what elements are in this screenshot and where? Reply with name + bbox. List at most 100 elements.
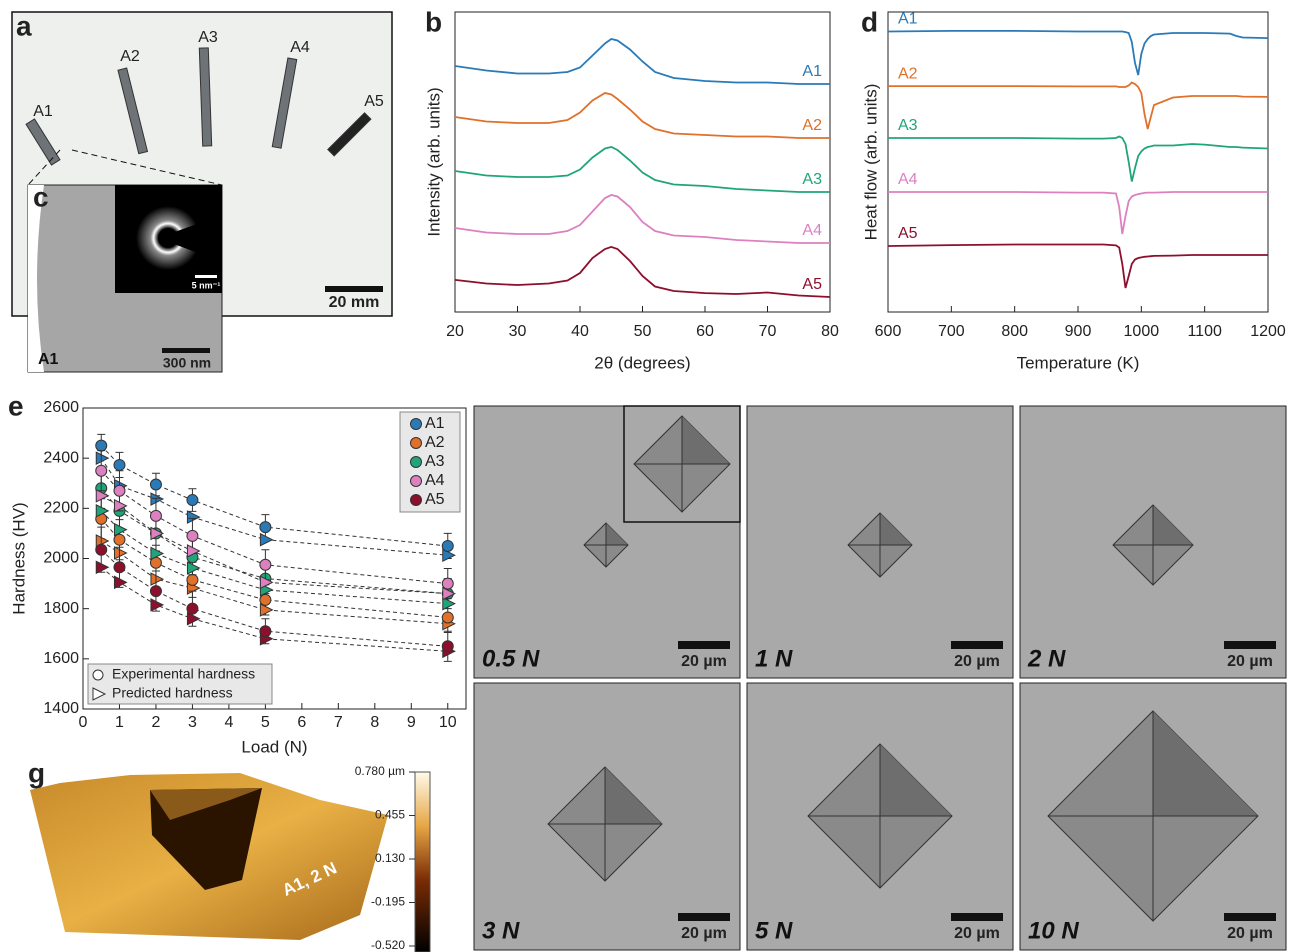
scale-bar: [678, 913, 730, 921]
series-line: [888, 31, 1268, 75]
sample-label: A2: [120, 48, 140, 65]
series-label: A1: [802, 63, 822, 80]
scale-bar-label: 300 nm: [163, 355, 211, 371]
legend-marker: [411, 438, 422, 449]
x-tick-label: 60: [696, 323, 714, 340]
scale-bar: [1224, 913, 1276, 921]
scale-bar-label: 20 µm: [1227, 653, 1273, 670]
x-axis-label: Load (N): [241, 737, 307, 756]
legend-marker: [93, 670, 103, 680]
series-label: A2: [802, 117, 822, 134]
experimental-point: [150, 479, 161, 490]
y-tick-label: 1400: [43, 700, 79, 717]
x-tick-label: 1200: [1250, 323, 1286, 340]
panel-label: d: [861, 6, 878, 37]
scale-bar: [325, 286, 383, 292]
series-line: [888, 245, 1268, 289]
series-line: [888, 192, 1268, 234]
sample-label: A5: [364, 93, 384, 110]
colorbar-label: 0.780 µm: [355, 764, 405, 778]
series-label: A3: [802, 171, 822, 188]
experimental-point: [187, 495, 198, 506]
legend-marker: [411, 457, 422, 468]
scale-bar-label: 20 mm: [329, 294, 380, 311]
colorbar-label: -0.195: [371, 895, 405, 909]
legend-label: Predicted hardness: [112, 685, 233, 701]
experimental-point: [150, 510, 161, 521]
x-tick-label: 600: [875, 323, 902, 340]
y-axis-label: Heat flow (arb. units): [861, 84, 880, 241]
load-label: 0.5 N: [482, 645, 540, 672]
x-tick-label: 70: [759, 323, 777, 340]
panel-label: b: [425, 6, 442, 37]
legend-label: A1: [425, 415, 445, 432]
sample-label: A3: [198, 29, 218, 46]
x-tick-label: 2: [151, 714, 160, 731]
experimental-point: [442, 578, 453, 589]
experimental-point: [114, 485, 125, 496]
panel-label: g: [28, 757, 45, 788]
legend-label: Experimental hardness: [112, 666, 255, 682]
colorbar-label: -0.520: [371, 938, 405, 952]
experimental-point: [114, 562, 125, 573]
sample-label: A1: [33, 103, 53, 120]
experimental-point: [150, 586, 161, 597]
predicted-point: [114, 576, 126, 588]
x-tick-label: 40: [571, 323, 589, 340]
series-label: A5: [802, 276, 822, 293]
legend-label: A2: [425, 434, 445, 451]
legend-label: A5: [425, 491, 445, 508]
x-tick-label: 700: [938, 323, 965, 340]
series-label: A1: [898, 11, 918, 28]
x-tick-label: 5: [261, 714, 270, 731]
series-label: A5: [898, 225, 918, 242]
y-tick-label: 2600: [43, 399, 79, 416]
load-label: 1 N: [755, 645, 793, 672]
experimental-point: [96, 544, 107, 555]
x-tick-label: 4: [224, 714, 233, 731]
y-tick-label: 1600: [43, 650, 79, 667]
x-tick-label: 1000: [1124, 323, 1160, 340]
experimental-point: [260, 522, 271, 533]
experimental-point: [442, 641, 453, 652]
predicted-point: [96, 452, 108, 464]
colorbar: [415, 772, 430, 952]
legend-label: A3: [425, 453, 445, 470]
series-line: [888, 83, 1268, 130]
series-line: [455, 93, 830, 138]
load-label: 3 N: [482, 917, 520, 944]
scale-bar: [951, 641, 1003, 649]
load-label: 10 N: [1028, 917, 1079, 944]
series-line: [888, 137, 1268, 182]
x-tick-label: 6: [297, 714, 306, 731]
series-label: A3: [898, 117, 918, 134]
scale-bar: [162, 348, 210, 353]
scale-bar: [951, 913, 1003, 921]
experimental-point: [187, 574, 198, 585]
x-tick-label: 800: [1001, 323, 1028, 340]
panel-label: a: [16, 10, 32, 41]
x-tick-label: 3: [188, 714, 197, 731]
y-tick-label: 2400: [43, 449, 79, 466]
series-line: [455, 247, 830, 297]
predicted-point: [187, 511, 199, 523]
experimental-point: [96, 440, 107, 451]
experimental-point: [96, 465, 107, 476]
x-tick-label: 50: [634, 323, 652, 340]
predicted-point: [187, 562, 199, 574]
predicted-point: [151, 599, 163, 611]
experimental-point: [114, 534, 125, 545]
x-tick-label: 30: [509, 323, 527, 340]
x-tick-label: 10: [439, 714, 457, 731]
experimental-point: [442, 540, 453, 551]
x-tick-label: 1: [115, 714, 124, 731]
scale-bar-label: 20 µm: [954, 653, 1000, 670]
series-line: [455, 195, 830, 243]
y-tick-label: 2200: [43, 500, 79, 517]
scale-bar: [1224, 641, 1276, 649]
experimental-point: [260, 626, 271, 637]
sample-label: A4: [290, 39, 310, 56]
legend-marker: [411, 419, 422, 430]
x-axis-label: 2θ (degrees): [594, 353, 690, 372]
y-tick-label: 2000: [43, 550, 79, 567]
